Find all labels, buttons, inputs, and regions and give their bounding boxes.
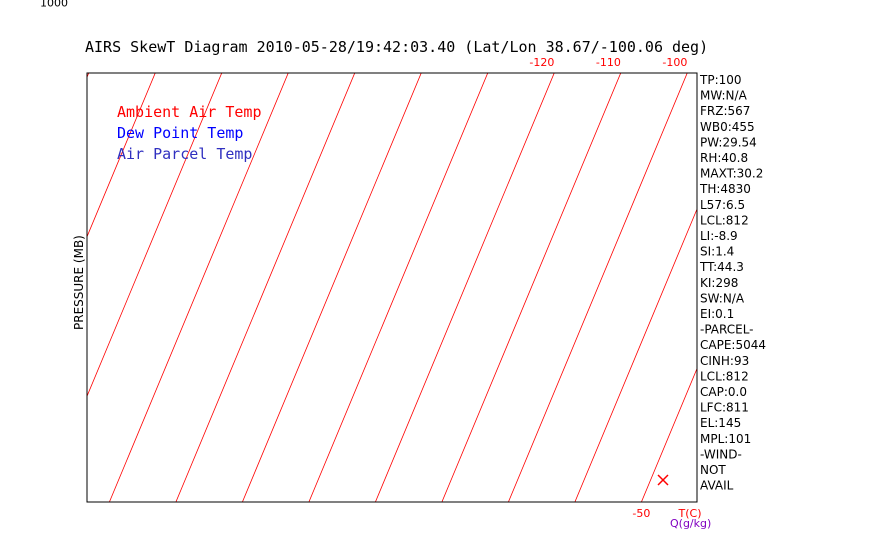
dry-adiabat-line <box>319 0 722 11</box>
index-label: LFC:811 <box>700 401 749 415</box>
index-label: NOT <box>700 463 726 477</box>
top-temp-tick-label: -110 <box>596 56 621 69</box>
mixing-ratio-line <box>738 0 870 11</box>
isotherm-line <box>87 73 90 79</box>
axes-layer: 1002003004005006007008009001000-50T(C)-1… <box>40 0 711 530</box>
moist-adiabat-line <box>533 0 870 3</box>
dry-adiabat-line <box>854 0 870 11</box>
moist-adiabat-line <box>558 0 870 3</box>
index-label: TP:100 <box>699 73 742 87</box>
dry-adiabat-line <box>553 0 870 11</box>
moist-adiabat-line <box>456 0 870 3</box>
isotherm-line <box>109 73 289 502</box>
mixing-ratio-unit-label: Q(g/kg) <box>670 517 711 530</box>
legend-entry: Ambient Air Temp <box>117 103 262 121</box>
index-label: SI:1.4 <box>700 245 734 259</box>
index-label: -WIND- <box>700 447 742 461</box>
temp-tick-label: -50 <box>632 507 650 520</box>
index-label: CINH:93 <box>700 354 749 368</box>
index-label: AVAIL <box>700 479 734 493</box>
index-label: RH:40.8 <box>700 151 748 165</box>
wind-marker <box>657 474 669 486</box>
grid-layer <box>0 0 870 502</box>
moist-adiabat-line <box>491 0 870 3</box>
isotherm-line <box>441 73 622 502</box>
moist-adiabat-line <box>424 0 841 3</box>
isotherm-line <box>508 73 688 502</box>
dry-adiabat-line <box>721 0 870 11</box>
wind-marker-stroke <box>657 474 669 486</box>
moist-adiabat-line <box>511 0 870 3</box>
index-label: LCL:812 <box>700 213 749 227</box>
chart-title: AIRS SkewT Diagram 2010-05-28/19:42:03.4… <box>85 38 708 56</box>
index-label: MAXT:30.2 <box>700 167 763 181</box>
dry-adiabat-line <box>453 0 870 11</box>
isotherm-line <box>774 0 870 502</box>
isotherm-line <box>87 73 223 398</box>
moist-adiabat-line <box>618 0 870 3</box>
dry-adiabat-line <box>420 0 870 11</box>
legend-entry: Air Parcel Temp <box>117 145 252 163</box>
index-label: SW:N/A <box>700 291 745 305</box>
isotherm-line <box>375 73 555 502</box>
index-label: LI:-8.9 <box>700 229 738 243</box>
isotherm-line <box>0 0 218 502</box>
dry-adiabat-line <box>620 0 870 11</box>
dry-adiabat-line <box>787 0 870 11</box>
y-axis-label: PRESSURE (MB) <box>72 235 86 330</box>
moist-adiabat-line <box>750 0 870 3</box>
index-label: MW:N/A <box>700 89 748 103</box>
mixing-ratio-line <box>693 0 859 11</box>
dry-adiabat-line <box>386 0 857 11</box>
temp-unit-label: T(C) <box>678 507 702 520</box>
dry-adiabat-line <box>353 0 790 11</box>
index-label: FRZ:567 <box>700 104 750 118</box>
index-label: CAPE:5044 <box>700 338 766 352</box>
dry-adiabat-line <box>487 0 870 11</box>
index-label: EI:0.1 <box>700 307 734 321</box>
top-temp-tick-label: -100 <box>662 56 687 69</box>
legend-entry: Dew Point Temp <box>117 124 243 142</box>
moist-adiabat-line <box>655 0 870 3</box>
top-temp-tick-label: -120 <box>529 56 554 69</box>
index-label: LCL:812 <box>700 369 749 383</box>
mixing-ratio-line <box>803 0 870 11</box>
isotherm-line <box>308 73 489 502</box>
index-label: -PARCEL- <box>700 323 754 337</box>
index-label: TH:4830 <box>699 182 751 196</box>
pressure-tick-label: 1000 <box>40 0 68 10</box>
index-label: L57:6.5 <box>700 198 745 212</box>
moist-adiabat-line <box>439 0 864 3</box>
isotherm-line <box>175 73 356 502</box>
index-label: PW:29.54 <box>700 135 757 149</box>
dry-adiabat-line <box>754 0 870 11</box>
index-label: EL:145 <box>700 416 741 430</box>
dry-adiabat-line <box>654 0 870 11</box>
isotherm-line <box>841 0 870 502</box>
moist-adiabat-line <box>473 0 870 3</box>
legend: Ambient Air Temp Dew Point Temp Air Parcel… <box>117 103 262 163</box>
moist-adiabat-line <box>698 0 870 3</box>
plot-frame <box>86 72 698 503</box>
isotherm-line <box>242 73 422 502</box>
dry-adiabat-line <box>821 0 870 11</box>
isotherm-line <box>87 73 156 238</box>
index-label: CAP:0.0 <box>700 385 747 399</box>
moist-adiabat-line <box>586 0 870 3</box>
dry-adiabat-line <box>587 0 870 11</box>
index-label: WB0:455 <box>700 120 755 134</box>
mixing-ratio-line <box>856 0 870 11</box>
isotherm-line <box>574 208 697 502</box>
index-label: KI:298 <box>700 276 738 290</box>
dry-adiabat-line <box>520 0 870 11</box>
index-label: TT:44.3 <box>699 260 744 274</box>
dry-adiabat-line <box>687 0 870 11</box>
moist-adiabat-line <box>811 0 870 3</box>
isotherm-line <box>641 367 697 502</box>
index-label: MPL:101 <box>700 432 751 446</box>
